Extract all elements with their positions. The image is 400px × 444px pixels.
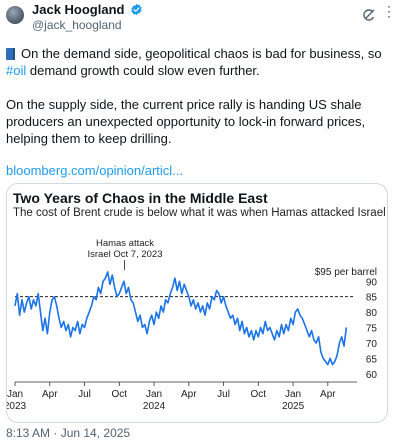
tweet-paragraph-1: On the demand side, geopolitical chaos i…: [6, 45, 394, 79]
y-tick-label: 65: [366, 354, 378, 365]
tweet-paragraph-2: On the supply side, the current price ra…: [6, 97, 366, 146]
y-tick-label: 60: [366, 370, 378, 381]
x-tick-label: Jul: [217, 389, 230, 400]
timestamp[interactable]: 8:13 AM · Jun 14, 2025: [6, 426, 131, 440]
hashtag-link[interactable]: #oil: [6, 63, 27, 78]
author-name[interactable]: Jack Hoogland: [32, 2, 143, 17]
x-tick-label: Jan: [285, 389, 301, 400]
x-tick-label: Jan: [7, 389, 23, 400]
verified-badge-icon: [131, 3, 142, 16]
more-icon[interactable]: ⋮: [382, 3, 397, 19]
tweet-text-demand: On the demand side, geopolitical chaos i…: [21, 46, 382, 61]
x-tick-label: Apr: [181, 389, 197, 400]
x-tick-label: Jul: [78, 389, 91, 400]
annotation-line-1: Hamas attack: [96, 238, 154, 249]
author-name-text[interactable]: Jack Hoogland: [32, 2, 125, 17]
x-tick-label: Jan: [146, 389, 162, 400]
tweet-text-demand-end: demand growth could slow even further.: [26, 63, 260, 78]
article-link[interactable]: bloomberg.com/opinion/articl...: [6, 163, 184, 178]
reference-label: $95 per barrel: [315, 267, 377, 278]
author-handle[interactable]: @jack_hoogland: [32, 18, 122, 32]
chart-subtitle: The cost of Brent crude is below what it…: [13, 207, 386, 219]
grok-icon[interactable]: [362, 8, 376, 22]
x-tick-label: Apr: [42, 389, 58, 400]
book-emoji-icon: [6, 48, 15, 60]
x-tick-label: Oct: [111, 389, 127, 400]
y-tick-label: 90: [366, 277, 378, 288]
annotation-line-2: Israel Oct 7, 2023: [88, 249, 163, 260]
brent-crude-chart: 60 65 70 75 80 85 90$95 per barrel Hamas attack…: [7, 238, 378, 412]
brent-price-line: [14, 271, 348, 366]
avatar[interactable]: [6, 6, 24, 24]
y-tick-label: 75: [366, 324, 378, 335]
x-tick-year: 2024: [143, 401, 166, 412]
y-tick-label: 80: [366, 308, 378, 319]
y-tick-label: 85: [366, 293, 378, 304]
x-tick-year: 2025: [282, 401, 305, 412]
x-tick-label: Oct: [251, 389, 267, 400]
chart-title: Two Years of Chaos in the Middle East: [13, 190, 268, 206]
y-tick-label: 70: [366, 339, 378, 350]
x-tick-year: 2023: [7, 401, 27, 412]
x-tick-label: Apr: [320, 389, 336, 400]
chart-card[interactable]: Two Years of Chaos in the Middle East Th…: [6, 183, 388, 423]
